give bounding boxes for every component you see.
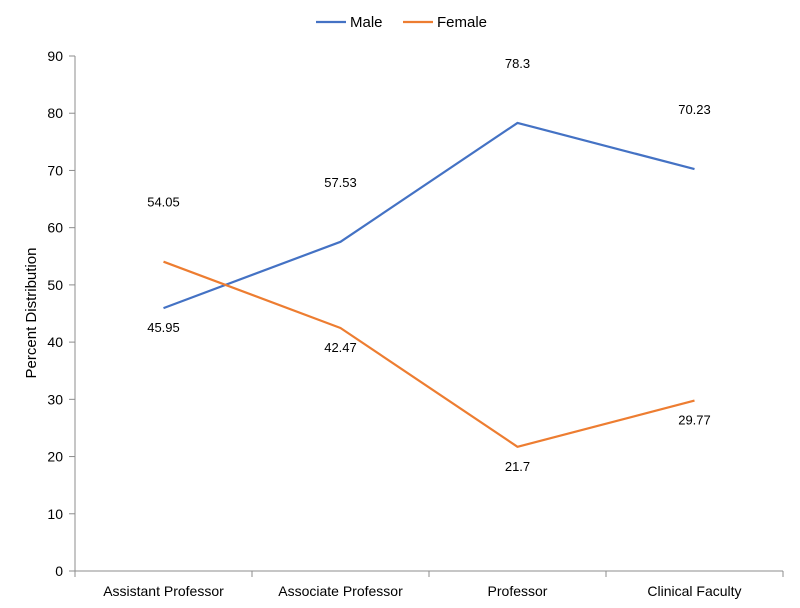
data-labels: 45.95 57.53 78.3 70.23 54.05 42.47 21.7 29.77 <box>147 56 711 474</box>
data-label-female: 42.47 <box>324 340 357 355</box>
data-label-male: 78.3 <box>505 56 530 71</box>
x-tick-label: Clinical Faculty <box>647 583 741 599</box>
legend: Male Female <box>316 14 487 31</box>
x-tick-label: Assistant Professor <box>103 583 224 599</box>
y-tick-label: 20 <box>47 449 63 465</box>
y-tick-label: 90 <box>47 48 63 64</box>
x-tick-label: Professor <box>488 583 548 599</box>
legend-label-female: Female <box>437 14 487 31</box>
y-tick-label: 70 <box>47 162 63 178</box>
series-line-female <box>163 260 695 448</box>
y-axis-ticks: 0 10 20 30 40 50 60 70 80 90 <box>47 48 75 579</box>
y-tick-label: 80 <box>47 105 63 121</box>
x-axis-ticks: Assistant Professor Associate Professor Pr… <box>74 571 784 599</box>
y-tick-label: 30 <box>47 391 63 407</box>
data-label-female: 54.05 <box>147 195 180 210</box>
data-label-male: 70.23 <box>678 102 711 117</box>
y-axis-title: Percent Distribution <box>23 248 40 379</box>
series-line-male <box>163 121 695 310</box>
series-lines <box>163 121 695 448</box>
y-tick-label: 10 <box>47 506 63 522</box>
y-tick-label: 60 <box>47 220 63 236</box>
data-label-male: 45.95 <box>147 320 180 335</box>
x-tick-label: Associate Professor <box>278 583 403 599</box>
data-label-female: 21.7 <box>505 459 530 474</box>
legend-label-male: Male <box>350 14 383 31</box>
y-tick-label: 0 <box>55 563 63 579</box>
y-tick-label: 50 <box>47 277 63 293</box>
data-label-female: 29.77 <box>678 413 711 428</box>
y-tick-label: 40 <box>47 334 63 350</box>
data-label-male: 57.53 <box>324 175 357 190</box>
